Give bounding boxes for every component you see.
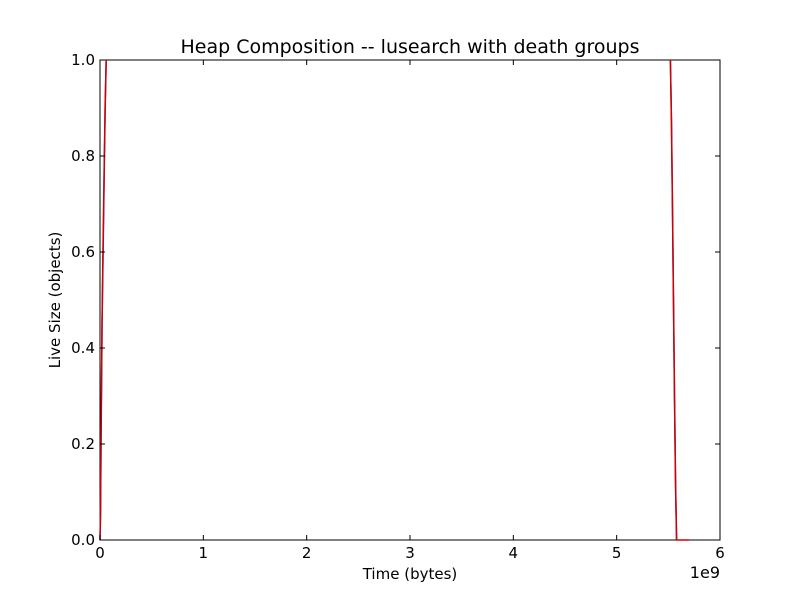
plot-frame <box>99 59 721 541</box>
x-axis: 0 1 2 3 4 5 6 <box>95 60 725 562</box>
chart-title: Heap Composition -- lusearch with death … <box>181 36 640 58</box>
x-tick-label: 5 <box>612 544 622 562</box>
plot-area <box>99 59 721 541</box>
x-tick-label: 2 <box>302 544 312 562</box>
series-layer <box>99 59 689 541</box>
series-line-2 <box>99 59 107 541</box>
y-tick-label: 0.8 <box>71 147 95 165</box>
y-tick-label: 0.6 <box>71 243 95 261</box>
x-axis-offset-text: 1e9 <box>690 563 720 582</box>
x-tick-label: 1 <box>199 544 209 562</box>
x-axis-label: Time (bytes) <box>362 565 458 583</box>
y-axis: 0.0 0.2 0.4 0.6 0.8 1.0 <box>71 51 720 549</box>
x-tick-label: 3 <box>405 544 415 562</box>
x-tick-label: 0 <box>95 544 105 562</box>
y-tick-label: 0.4 <box>71 339 95 357</box>
y-axis-label: Live Size (objects) <box>46 232 64 369</box>
y-tick-label: 0.2 <box>71 435 95 453</box>
y-tick-label: 1.0 <box>71 51 95 69</box>
x-tick-label: 4 <box>509 544 519 562</box>
y-tick-label: 0.0 <box>71 531 95 549</box>
series-line-3 <box>669 59 689 541</box>
x-tick-label: 6 <box>715 544 725 562</box>
